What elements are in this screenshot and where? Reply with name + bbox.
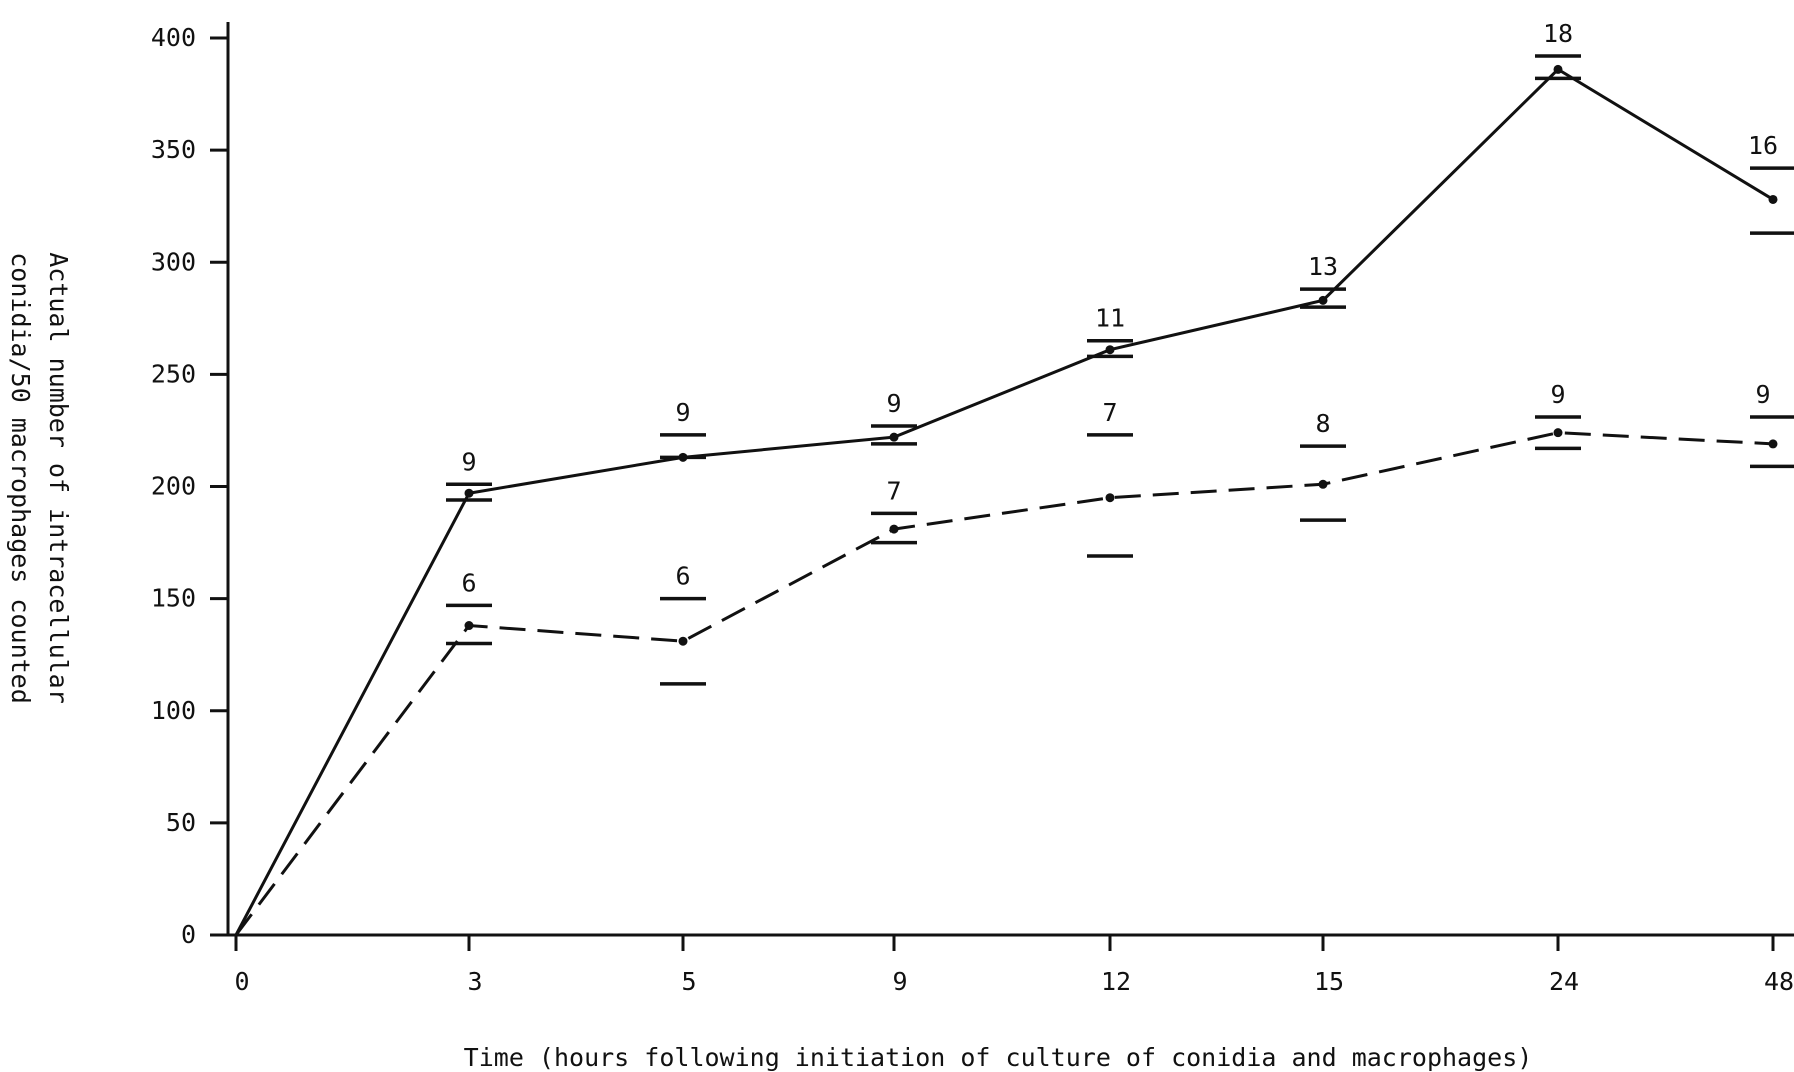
x-tick-label-9: 9 bbox=[892, 967, 907, 996]
series-1-n-label-24: 18 bbox=[1543, 19, 1573, 48]
x-tick-label-5: 5 bbox=[681, 967, 696, 996]
series-2-point-48 bbox=[1768, 439, 1778, 449]
y-tick-label-400: 400 bbox=[151, 23, 196, 52]
axis-titles: Actual number of intracellular conidia/5… bbox=[6, 252, 1532, 1072]
series-2-n-label-15: 8 bbox=[1315, 409, 1330, 438]
series-2-n-label-24: 9 bbox=[1550, 380, 1565, 409]
series-layer: 9 9 9 11 13 18 16 6 6 7 7 8 9 9 bbox=[234, 19, 1794, 936]
y-tick-label-50: 50 bbox=[166, 808, 196, 837]
series-2-point-24 bbox=[1553, 428, 1563, 438]
series-1-n-label-9: 9 bbox=[886, 389, 901, 418]
series-1-line bbox=[234, 67, 1774, 936]
y-axis-title-line1: Actual number of intracellular bbox=[44, 252, 73, 704]
series-2-point-5 bbox=[678, 636, 688, 646]
y-axis-title-line2: conidia/50 macrophages counted bbox=[6, 252, 35, 704]
y-axis: 0 50 100 150 200 250 300 350 400 bbox=[151, 22, 230, 949]
y-tick-label-0: 0 bbox=[181, 920, 196, 949]
x-tick-label-24: 24 bbox=[1549, 967, 1579, 996]
series-1-point-3 bbox=[464, 488, 474, 498]
series-2-point-15 bbox=[1318, 479, 1328, 489]
series-2-point-12 bbox=[1105, 493, 1115, 503]
series-2-n-label-3: 6 bbox=[461, 568, 476, 597]
series-2-point-3 bbox=[464, 621, 474, 631]
x-axis: 0 3 5 9 12 15 24 48 bbox=[228, 933, 1794, 996]
y-tick-label-350: 350 bbox=[151, 135, 196, 164]
x-tick-label-0: 0 bbox=[234, 967, 249, 996]
series-2-n-label-5: 6 bbox=[675, 562, 690, 591]
series-1-point-12 bbox=[1105, 345, 1115, 355]
y-tick-label-200: 200 bbox=[151, 472, 196, 501]
series-1-n-label-12: 11 bbox=[1095, 304, 1125, 333]
series-1-n-label-15: 13 bbox=[1308, 252, 1338, 281]
series-2-n-label-9: 7 bbox=[886, 476, 901, 505]
x-tick-label-12: 12 bbox=[1101, 967, 1131, 996]
y-tick-label-250: 250 bbox=[151, 359, 196, 388]
y-tick-label-150: 150 bbox=[151, 584, 196, 613]
y-tick-label-300: 300 bbox=[151, 247, 196, 276]
series-1-n-label-5: 9 bbox=[675, 398, 690, 427]
series-1-point-48 bbox=[1768, 194, 1778, 204]
series-2-n-label-12: 7 bbox=[1102, 398, 1117, 427]
series-2-line bbox=[234, 431, 1774, 936]
series-2-point-9 bbox=[889, 524, 899, 534]
series-1-point-15 bbox=[1318, 295, 1328, 305]
x-axis-title: Time (hours following initiation of cult… bbox=[464, 1043, 1533, 1072]
x-tick-label-15: 15 bbox=[1314, 967, 1344, 996]
series-1-point-9 bbox=[889, 432, 899, 442]
x-tick-label-3: 3 bbox=[467, 967, 482, 996]
series-1-n-label-48: 16 bbox=[1748, 131, 1778, 160]
y-tick-label-100: 100 bbox=[151, 696, 196, 725]
series-2-n-label-48: 9 bbox=[1755, 380, 1770, 409]
x-tick-label-48: 48 bbox=[1764, 967, 1794, 996]
series-1-point-24 bbox=[1553, 64, 1563, 74]
series-1-n-label-3: 9 bbox=[461, 447, 476, 476]
